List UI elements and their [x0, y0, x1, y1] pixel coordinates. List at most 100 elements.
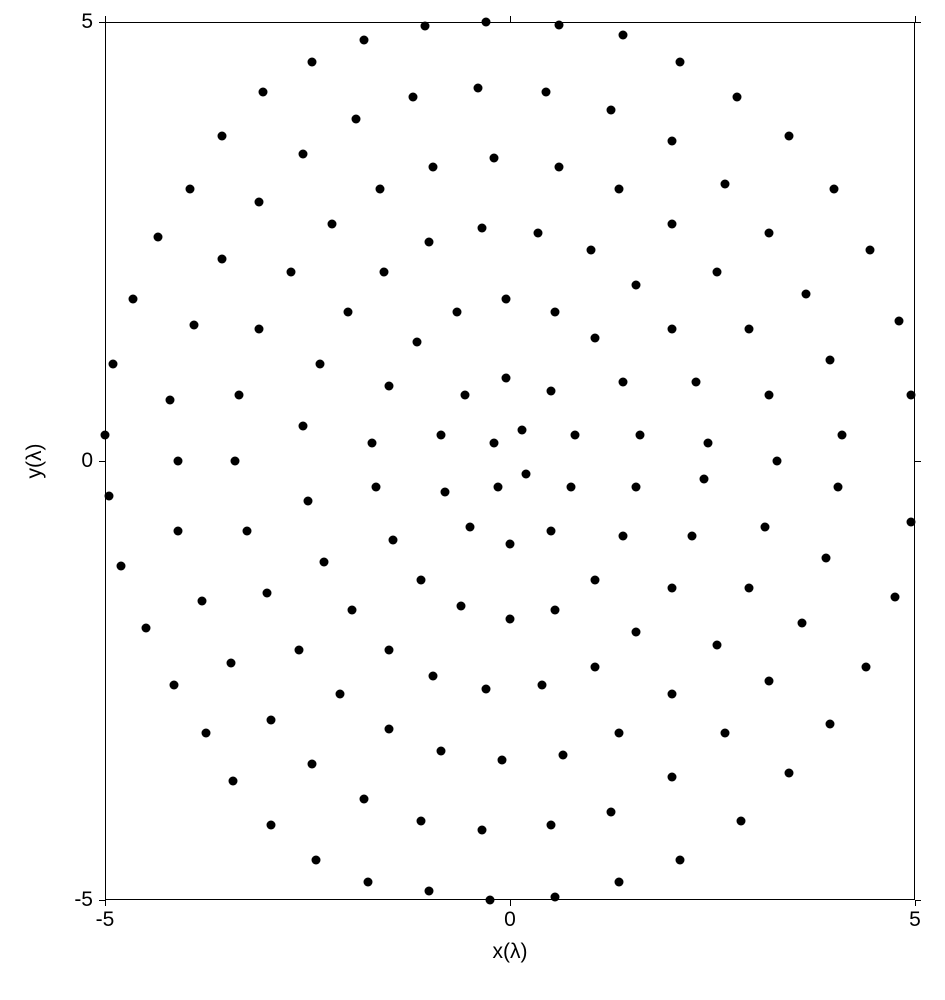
data-point [348, 606, 357, 615]
data-point [141, 623, 150, 632]
data-point [668, 689, 677, 698]
data-point [615, 878, 624, 887]
data-point [501, 373, 510, 382]
data-point [352, 114, 361, 123]
data-point [465, 522, 474, 531]
data-point [315, 360, 324, 369]
data-point [303, 496, 312, 505]
data-point [234, 391, 243, 400]
data-point [712, 268, 721, 277]
data-point [218, 255, 227, 264]
data-point [372, 483, 381, 492]
y-tick-label: 5 [81, 10, 93, 34]
data-point [550, 307, 559, 316]
x-tick [105, 900, 106, 906]
data-point [801, 290, 810, 299]
y-tick [99, 22, 105, 23]
data-point [591, 663, 600, 672]
data-point [267, 716, 276, 725]
data-point [558, 751, 567, 760]
data-point [906, 518, 915, 527]
data-point [258, 88, 267, 97]
data-point [425, 237, 434, 246]
data-point [550, 893, 559, 902]
data-point [497, 755, 506, 764]
data-point [785, 768, 794, 777]
data-point [765, 228, 774, 237]
data-point [534, 228, 543, 237]
data-point [186, 184, 195, 193]
data-point [704, 439, 713, 448]
data-point [785, 132, 794, 141]
data-point [550, 606, 559, 615]
data-point [384, 645, 393, 654]
scatter-chart: -505 -505 x(λ) y(λ) [0, 0, 945, 1000]
data-point [129, 294, 138, 303]
data-point [169, 680, 178, 689]
x-tick [510, 900, 511, 906]
data-point [676, 856, 685, 865]
data-point [173, 457, 182, 466]
data-point [364, 878, 373, 887]
data-point [501, 294, 510, 303]
data-point [489, 439, 498, 448]
data-point [485, 896, 494, 905]
data-point [906, 391, 915, 400]
data-point [412, 338, 421, 347]
data-point [344, 307, 353, 316]
data-point [263, 588, 272, 597]
data-point [101, 430, 110, 439]
data-point [307, 759, 316, 768]
data-point [744, 584, 753, 593]
data-point [619, 377, 628, 386]
data-point [388, 536, 397, 545]
data-point [619, 531, 628, 540]
data-point [416, 816, 425, 825]
data-point [437, 746, 446, 755]
data-point [506, 540, 515, 549]
data-point [384, 382, 393, 391]
data-point [254, 197, 263, 206]
data-point [117, 562, 126, 571]
data-point [190, 320, 199, 329]
data-point [327, 219, 336, 228]
data-point [668, 773, 677, 782]
data-point [587, 246, 596, 255]
data-point [287, 268, 296, 277]
data-point [165, 395, 174, 404]
data-point [894, 316, 903, 325]
x-tick-label: -5 [96, 908, 115, 932]
data-point [173, 527, 182, 536]
y-tick [99, 900, 105, 901]
data-point [615, 729, 624, 738]
data-point [453, 307, 462, 316]
data-point [631, 281, 640, 290]
data-point [866, 246, 875, 255]
data-point [295, 645, 304, 654]
data-point [538, 680, 547, 689]
data-point [319, 557, 328, 566]
data-point [153, 233, 162, 242]
data-point [198, 597, 207, 606]
data-point [254, 325, 263, 334]
data-point [700, 474, 709, 483]
data-point [676, 57, 685, 66]
data-point [437, 430, 446, 439]
data-point [522, 470, 531, 479]
data-point [477, 224, 486, 233]
data-point [765, 391, 774, 400]
data-point [441, 487, 450, 496]
plot-area [105, 22, 915, 900]
data-point [761, 522, 770, 531]
data-point [732, 92, 741, 101]
data-point [688, 531, 697, 540]
data-point [607, 105, 616, 114]
data-point [457, 601, 466, 610]
data-point [299, 149, 308, 158]
data-point [376, 184, 385, 193]
data-point [380, 268, 389, 277]
data-point [105, 492, 114, 501]
data-point [420, 22, 429, 31]
data-point [862, 663, 871, 672]
data-point [506, 615, 515, 624]
